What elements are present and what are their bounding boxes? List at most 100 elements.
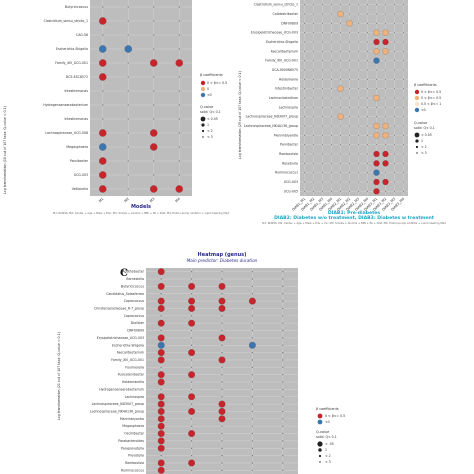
cell-marker [282, 352, 284, 354]
cell-marker [403, 13, 404, 15]
legend-dot-pos [200, 80, 206, 86]
panel-a-legend-beta-title: β coefficients [200, 73, 223, 77]
data-point [188, 408, 196, 415]
cell-marker [376, 4, 377, 6]
data-point [150, 185, 158, 193]
cell-marker [403, 190, 404, 192]
cell-marker [191, 440, 193, 442]
y-tick-label: Holdemania [279, 77, 298, 81]
cell-marker [340, 162, 341, 164]
cell-marker [313, 69, 314, 71]
cell-marker [251, 462, 253, 464]
cell-marker [322, 60, 323, 62]
data-point [157, 268, 165, 276]
cell-marker [251, 366, 253, 368]
cell-marker [331, 162, 332, 164]
cell-marker [403, 162, 404, 164]
cell-marker [153, 104, 155, 106]
data-point [346, 20, 353, 27]
cell-marker [313, 125, 314, 127]
legend-dot-pos [317, 413, 323, 419]
cell-marker [251, 285, 253, 287]
cell-marker [251, 440, 253, 442]
data-point [157, 437, 165, 445]
panel-b-legend-q-sub: solid: Q< 0.1 [414, 126, 435, 130]
legend-dot-neg [200, 92, 206, 98]
data-point [99, 45, 107, 53]
cell-marker [403, 88, 404, 90]
cell-marker [191, 271, 193, 273]
y-tick-label: Romboutsia [125, 461, 144, 465]
x-tick-label: M3 [149, 197, 155, 203]
cell-marker [340, 153, 341, 155]
cell-marker [153, 160, 155, 162]
panel-c-legend-q-2: < 2 [325, 454, 331, 458]
cell-marker [160, 366, 162, 368]
cell-marker [349, 144, 350, 146]
cell-marker [340, 60, 341, 62]
y-tick-label: Lachnospiraceae_ND3007_group [246, 115, 298, 119]
data-point [382, 122, 389, 130]
cell-marker [358, 22, 359, 24]
data-point [218, 282, 226, 290]
cell-marker [349, 134, 350, 136]
y-tick-label: Butyricicoccus [121, 284, 144, 288]
cell-marker [349, 116, 350, 118]
cell-marker [367, 106, 368, 108]
panel-b-legend-beta-1: 0 < β<= 0.5 [421, 96, 441, 100]
panel-a-legend-q-2: < 2 [207, 129, 213, 133]
y-tick-label: Clostridium_sensu_stricto_1 [44, 19, 88, 23]
x-tick-label: M2 [124, 197, 130, 203]
cell-marker [403, 144, 404, 146]
cell-marker [331, 78, 332, 80]
legend-dot-zero [200, 86, 206, 92]
y-tick-label: Ruminococcus [121, 468, 144, 472]
y-tick-label: Family_XIII_UCG-001 [265, 59, 298, 63]
cell-marker [331, 172, 332, 174]
cell-marker [282, 410, 284, 413]
legend-q-dot-3 [202, 136, 204, 138]
panel-c-title: Heatmap (genus) [198, 252, 247, 258]
cell-marker [358, 78, 359, 80]
cell-marker [221, 271, 223, 273]
cell-marker [304, 50, 305, 52]
data-point [157, 459, 165, 467]
cell-marker [340, 190, 341, 192]
cell-marker [367, 162, 368, 164]
panel-b-points [304, 4, 404, 195]
cell-marker [313, 190, 314, 192]
cell-marker [282, 418, 284, 420]
cell-marker [322, 13, 323, 15]
data-point [373, 57, 380, 64]
data-point [175, 185, 183, 193]
cell-marker [340, 50, 341, 52]
y-tick-label: Faecalibacterium [117, 351, 144, 355]
cell-marker [191, 344, 193, 346]
cell-marker [313, 41, 314, 43]
x-tick-label: M1 [98, 197, 104, 203]
y-tick-label: Colidextribacter [273, 12, 299, 16]
cell-marker [385, 144, 386, 146]
cell-marker [221, 278, 223, 280]
cell-marker [358, 172, 359, 174]
cell-marker [385, 172, 386, 174]
cell-marker [313, 172, 314, 174]
cell-marker [394, 97, 395, 99]
cell-marker [394, 13, 395, 15]
cell-marker [394, 190, 395, 192]
cell-marker [313, 97, 314, 99]
data-point [150, 143, 158, 151]
y-tick-label: Veillonella [72, 187, 88, 191]
y-tick-label: Family_XIII_UCG-001 [55, 61, 88, 65]
cell-marker [221, 440, 223, 442]
cell-marker [331, 97, 332, 99]
data-point [175, 59, 183, 67]
y-tick-label: GCA-900066575 [272, 68, 298, 72]
data-point [373, 38, 380, 46]
cell-marker [340, 134, 341, 136]
y-tick-label: Hydrogenoanaerobacterium [43, 103, 88, 107]
panel-c-legend-beta-1: <0 [325, 420, 330, 424]
cell-marker [127, 34, 129, 36]
y-tick-label: Parabacteroides [118, 439, 144, 443]
y-tick-label: Megasphaera [66, 145, 88, 149]
